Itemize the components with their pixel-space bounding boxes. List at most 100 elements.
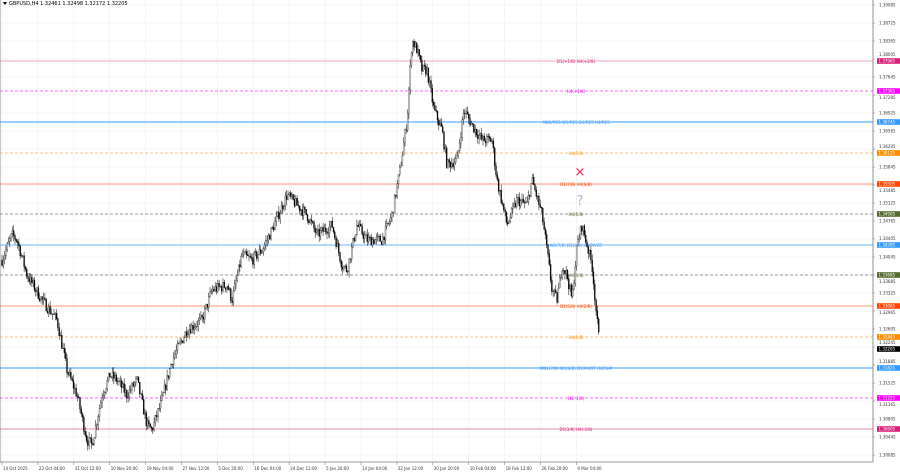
candle-body [7,241,10,244]
candle-body [245,251,248,255]
candle-body [87,440,89,446]
candle-body [371,239,374,246]
candle-body [328,225,331,233]
candle-body [418,49,420,56]
candle-body [313,222,315,229]
candle-body [594,283,596,301]
level-price-value: 1.33065 [879,304,896,309]
candle-body [29,276,32,282]
candle-body [254,251,257,253]
candle-body [572,288,574,297]
candle-body [546,234,548,245]
candle-body [399,166,401,175]
candle-body [209,291,211,297]
candle-body [534,184,536,191]
candle-body [273,227,275,231]
candle-body [195,326,197,328]
candle-body [533,177,535,186]
level-label: D1(+1/8) H4(+2/8) [557,59,596,64]
candle-body [31,276,33,284]
candle-body [109,372,111,378]
candle-body [426,67,428,75]
candle-body [270,227,272,240]
candle-body [543,221,545,230]
candle-body [481,133,483,140]
candle-body [479,133,482,136]
candle-body [48,306,50,313]
candle-body [96,424,98,426]
candle-body [222,282,224,292]
candle-body [16,240,19,244]
candle-body [19,245,21,257]
candle-body [438,119,440,126]
candle-body [523,201,526,203]
candle-body [104,392,106,396]
candle-body [414,42,417,48]
candle-body [501,202,504,204]
candle-body [577,239,579,246]
x-tick-label: 23 Oct 04:00 [39,466,66,471]
candle-body [447,159,449,168]
candle-body [548,253,550,265]
candle-body [100,401,102,409]
candle-body [356,225,358,235]
candle-body [408,89,410,114]
level-label: H4(+1/8) [567,89,586,94]
candle-body [395,194,397,197]
y-tick-label: 1.33325 [879,291,896,296]
candle-body [91,438,93,444]
candle-body [42,297,45,300]
candle-body [214,286,216,291]
level-price-tag [877,395,900,401]
candle-body [510,208,513,218]
candle-body [401,155,404,166]
candle-body [503,203,505,211]
candle-body [583,225,586,236]
level-price-value: 1.36745 [879,120,896,125]
candle-body [156,415,158,418]
candle-body [330,220,332,227]
candle-body [197,320,199,327]
candle-body [527,195,530,202]
candle-body [410,52,413,66]
candle-body [491,140,493,142]
candle-body [235,280,237,284]
level-price-value: 1.30605 [879,427,896,432]
candle-body [179,341,181,344]
candle-body [275,216,277,222]
candle-body [343,266,345,270]
candle-body [6,243,8,250]
candle-body [416,42,418,54]
level-label: MN1/RES W1/RES D1/RES H4/RES [542,120,610,125]
candle-body [468,114,470,119]
candle-body [471,123,474,125]
candle-body [280,205,283,214]
x-tick-label: 10 Feb 04:00 [470,466,497,471]
candle-body [339,252,341,262]
candle-body [231,300,233,304]
candle-body [581,226,583,232]
candle-body [336,243,339,247]
candle-body [513,203,515,207]
candle-body [444,147,446,150]
candle-body [334,231,336,238]
candle-body [67,372,69,375]
candle-body [391,212,393,218]
x-tick-label: 9 Mar 04:00 [577,466,602,471]
candle-body [148,420,150,424]
candle-body [283,206,285,210]
candle-body [445,147,448,168]
level-price-tag [877,334,900,340]
candle-body [97,416,99,425]
x-tick-label: 5 Dec 20:00 [218,466,243,471]
candle-body [144,412,146,415]
candle-body [403,142,405,156]
dropdown-triangle-icon[interactable] [3,2,7,5]
candle-body [335,237,337,247]
candle-body [154,415,157,423]
candle-body [582,225,584,232]
candle-body [557,287,560,303]
candle-body [49,306,51,314]
candle-body [102,395,105,398]
